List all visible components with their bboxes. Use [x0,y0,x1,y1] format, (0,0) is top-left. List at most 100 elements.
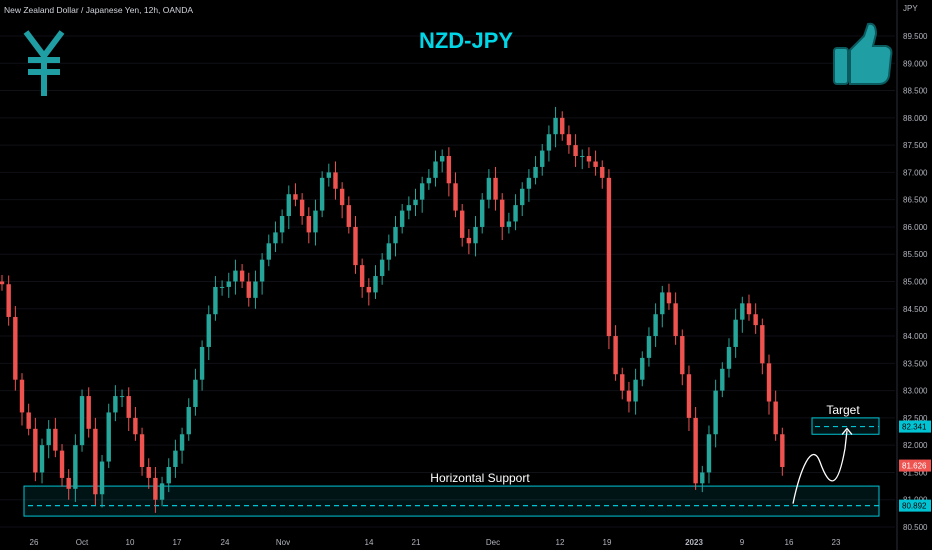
candle-body [53,428,58,451]
candle-body [466,237,472,244]
y-tick-label: 82.500 [903,414,928,423]
candle-body [566,134,572,146]
candle-body [199,346,205,380]
candle-body [233,270,238,282]
x-tick-label: Oct [76,538,89,547]
candle-body [673,303,678,337]
candle-body [720,368,725,391]
candle-body [746,303,752,315]
y-tick-label: 88.000 [903,114,928,123]
x-tick-label: Dec [486,538,500,547]
candle-body [646,336,652,358]
candle-body [606,177,612,337]
candle-body [513,205,518,222]
candle-body [700,472,705,484]
candle-body [6,284,11,317]
candle-body [206,314,211,347]
y-tick-label: 89.000 [903,59,928,68]
candle-body [279,216,285,233]
candle-body [633,379,638,402]
candle-body [379,259,385,277]
support-price-label: 80.892 [902,502,927,511]
y-tick-label: 88.500 [903,87,928,96]
candle-body [433,161,438,178]
candle-body [173,450,178,467]
candle-body [613,336,618,375]
candle-body [213,286,218,315]
candle-body [713,390,718,435]
currency-label: JPY [903,4,918,13]
candle-body [413,199,418,206]
candle-body [166,466,171,484]
candle-body [573,145,578,157]
y-tick-label: 82.000 [903,441,928,450]
x-tick-label: 2023 [685,538,703,547]
candle-body [133,417,138,435]
y-tick-label: 86.500 [903,196,928,205]
candle-body [239,270,245,282]
candle-body [93,428,98,495]
x-tick-label: 10 [126,538,135,547]
support-zone[interactable] [23,485,880,517]
yen-icon [23,30,65,96]
candle-body [666,292,672,304]
candle-body [139,434,145,467]
y-tick-label: 87.000 [903,168,928,177]
candle-body [426,177,432,184]
candle-body [486,177,492,200]
candle-body [219,286,225,288]
candle-body [33,428,38,473]
candle-body [59,450,65,478]
candle-body [620,374,625,391]
candle-body [780,434,785,467]
last-price-label: 81.626 [902,462,927,471]
candle-body [179,434,185,451]
candle-body [253,281,258,298]
candle-body [193,379,198,407]
candle-body [126,396,131,418]
y-tick-label: 80.500 [903,523,928,532]
candle-body [653,314,658,337]
candle-body [693,417,698,484]
candle-body [600,166,605,178]
x-tick-label: Nov [276,538,290,547]
candle-body [593,161,598,167]
candle-body [493,177,498,200]
candle-body [446,156,452,184]
candle-body [99,461,105,495]
y-tick-label: 83.000 [903,387,928,396]
candle-body [66,477,71,489]
candle-body [706,434,712,473]
chart-title: NZD-JPY [418,28,514,53]
y-tick-label: 85.000 [903,278,928,287]
candle-body [13,316,18,380]
candle-body [226,281,231,287]
y-tick-label: 87.500 [903,141,928,150]
candle-body [533,166,538,178]
candle-body [473,226,478,244]
candle-body [259,259,265,282]
target-annotation: Target [826,403,860,417]
candle-body [366,286,372,293]
x-tick-label: 19 [603,538,612,547]
candle-body [453,183,458,211]
candle-body [740,303,745,320]
candle-body [106,412,111,462]
candle-body [373,276,378,293]
candle-body [346,205,352,227]
x-tick-label: 21 [412,538,421,547]
candle-body [119,396,125,398]
candle-body [73,445,78,489]
support-price-label-bg [899,499,931,512]
candle-body [626,390,632,402]
projection-arrowhead [841,427,853,435]
candle-body [299,199,305,217]
candle-body [319,177,325,211]
candle-body [406,205,412,211]
projection-path-arrow [792,430,848,504]
candle-body [159,483,165,500]
candle-body [686,374,692,418]
candle-body [19,379,25,413]
candle-body [540,150,545,167]
